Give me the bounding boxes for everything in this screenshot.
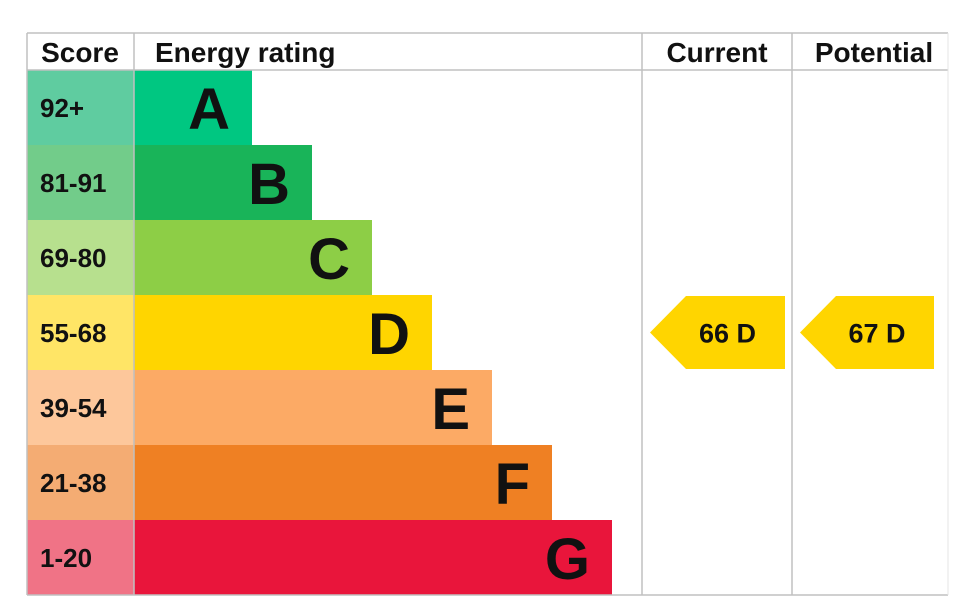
potential-rating-label: 67 D [848,319,905,349]
band-letter-B: B [248,152,290,217]
band-bar-A [134,70,252,145]
band-letter-D: D [368,302,410,367]
score-range-D: 55-68 [40,318,107,348]
band-letter-E: E [431,377,470,442]
score-range-A: 92+ [40,93,84,123]
band-bar-C [134,220,372,295]
potential-rating-arrow [800,296,934,369]
header-potential: Potential [815,37,933,68]
current-rating-arrow [650,296,785,369]
current-rating-label: 66 D [699,319,756,349]
band-letter-A: A [188,77,230,142]
band-bar-F [134,445,552,520]
band-letter-F: F [495,452,530,517]
band-bar-G [134,520,612,595]
score-cell-B [27,145,134,220]
score-range-B: 81-91 [40,168,107,198]
band-bar-E [134,370,492,445]
score-range-G: 1-20 [40,543,92,573]
header-current: Current [666,37,767,68]
header-energy-rating: Energy rating [155,37,335,68]
score-cell-G [27,520,134,595]
score-range-C: 69-80 [40,243,107,273]
score-range-F: 21-38 [40,468,107,498]
band-bar-D [134,295,432,370]
score-cell-E [27,370,134,445]
score-cell-D [27,295,134,370]
score-cell-A [27,70,134,145]
score-range-E: 39-54 [40,393,107,423]
band-bar-B [134,145,312,220]
score-cell-F [27,445,134,520]
band-letter-G: G [545,527,590,592]
score-cell-C [27,220,134,295]
band-letter-C: C [308,227,350,292]
header-score: Score [41,37,119,68]
